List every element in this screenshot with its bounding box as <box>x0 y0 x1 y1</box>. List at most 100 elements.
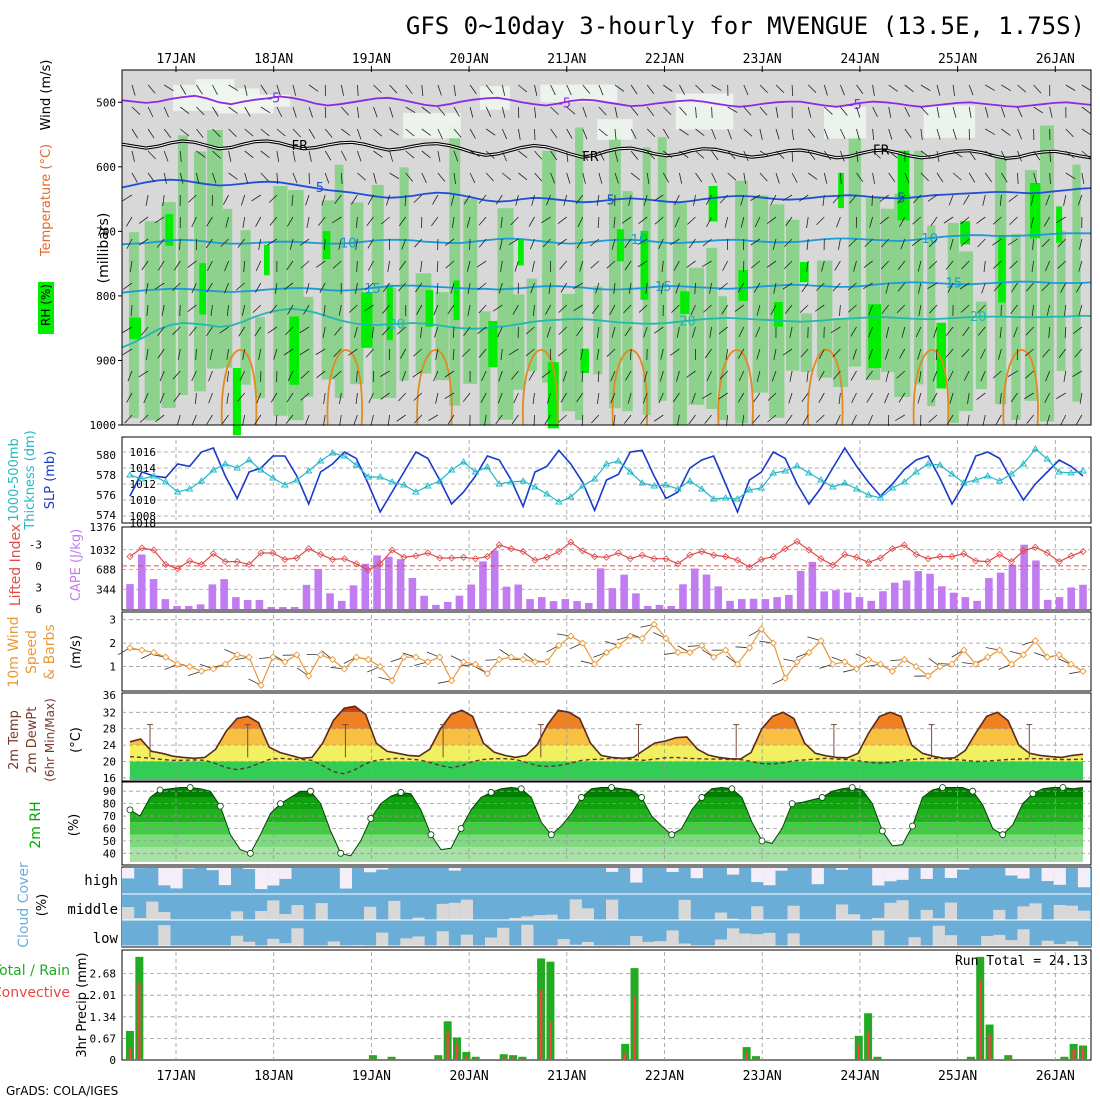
cloud-gap <box>509 917 522 920</box>
wind-barb <box>750 194 761 201</box>
contour-label: 15 <box>655 280 672 295</box>
wind-barb <box>469 106 474 118</box>
wind-barb <box>816 216 825 226</box>
wind-barb <box>550 84 556 96</box>
rh2m-marker <box>547 831 555 839</box>
wind-barb <box>628 194 632 206</box>
wind-barb <box>122 348 133 356</box>
rh-core <box>936 322 947 389</box>
wind-barb <box>614 172 619 184</box>
rh2m-marker <box>186 784 194 791</box>
wind-barb <box>550 128 558 139</box>
wind-barb <box>573 304 584 312</box>
day-label-top: 26JAN <box>1036 52 1075 67</box>
wind-barb <box>501 84 506 96</box>
wind-barb <box>791 150 794 163</box>
thickness-marker <box>495 480 504 487</box>
cloud-gap <box>1053 904 1066 920</box>
wind-barb <box>754 216 761 228</box>
wind-barb <box>709 282 712 294</box>
rh-column <box>816 260 833 378</box>
wind-barb <box>895 414 906 421</box>
wind-barb <box>695 150 705 159</box>
wind-barb <box>242 414 246 426</box>
wind-barb <box>463 194 471 205</box>
wind-speed-marker <box>1055 651 1063 659</box>
thickness-marker <box>316 457 325 464</box>
wind-barb <box>371 326 374 338</box>
rh-core <box>616 229 624 262</box>
axis-label: Thickness (dm) <box>23 430 38 530</box>
wind-barb <box>226 370 229 382</box>
rh2m-marker <box>578 794 585 801</box>
wind-barb <box>176 414 181 426</box>
wind-barb <box>1010 304 1018 314</box>
wind-speed-marker <box>376 662 384 671</box>
cloud-gap <box>1053 868 1066 885</box>
rh2m-marker <box>156 786 164 794</box>
rh-column <box>479 311 491 425</box>
wind-barb <box>357 84 359 96</box>
wind-barb <box>928 414 938 423</box>
axis-label: & Barbs <box>42 624 58 680</box>
wind-barb <box>532 304 535 316</box>
lifted-index-marker <box>722 553 730 561</box>
wind-barb <box>1046 414 1051 426</box>
wind-barb <box>251 194 262 202</box>
wind-barb <box>416 304 423 315</box>
wind-barb <box>370 414 374 426</box>
wind-barb <box>1077 194 1083 206</box>
wind-barb <box>131 106 141 115</box>
cloud-gap <box>872 930 885 946</box>
wind-barb <box>444 370 455 378</box>
wind-barb <box>582 172 586 184</box>
wind-barb <box>968 84 974 96</box>
contour-label: 20 <box>970 310 987 325</box>
wind-barb <box>477 282 487 291</box>
contour-label: 20 <box>388 317 405 332</box>
wind-barb <box>945 260 954 270</box>
thickness-marker <box>674 485 682 492</box>
wind-barb <box>478 216 487 226</box>
rh-column <box>240 230 251 385</box>
lifted-index-marker <box>733 556 742 564</box>
wind-barb <box>1017 106 1023 118</box>
wind-barb <box>596 194 600 206</box>
wind-barb <box>534 106 537 118</box>
wind-barb <box>896 370 906 379</box>
wind-barb <box>719 370 728 380</box>
wind-barb <box>502 172 512 181</box>
thickness-marker <box>745 486 754 493</box>
wind-barb <box>241 304 246 316</box>
wind-barb <box>485 150 495 159</box>
wind-barb <box>497 326 503 338</box>
cloud-gap <box>690 868 703 879</box>
wind-barb <box>676 370 680 382</box>
wind-barb <box>872 106 878 118</box>
wind-barb <box>299 326 310 334</box>
y-tick-label: 50 <box>103 835 116 848</box>
cape-bar <box>137 554 146 609</box>
cape-bar <box>1079 584 1087 609</box>
wind-barb <box>718 326 728 335</box>
wind-barb <box>389 172 400 180</box>
precip-conv-bar <box>474 1058 477 1060</box>
wind-barb <box>157 260 165 271</box>
cape-bar <box>420 595 428 609</box>
wind-barb <box>985 128 995 135</box>
y-tick-label: 2 <box>109 637 116 650</box>
rh2m-marker <box>517 785 525 793</box>
wind-barb <box>722 260 729 271</box>
axis-label: 2m Temp <box>7 710 22 770</box>
thickness-marker <box>1043 455 1052 462</box>
wind-barb <box>196 172 200 184</box>
wind-barb <box>872 150 881 159</box>
lifted-index-marker <box>519 547 527 556</box>
cloud-gap <box>787 933 800 946</box>
wind-barb <box>807 128 816 138</box>
wind-barb <box>1030 216 1034 228</box>
wind-barb <box>1058 348 1067 358</box>
wind-barb <box>212 128 221 138</box>
wind-barb <box>711 84 722 91</box>
wind-barb <box>367 238 374 249</box>
